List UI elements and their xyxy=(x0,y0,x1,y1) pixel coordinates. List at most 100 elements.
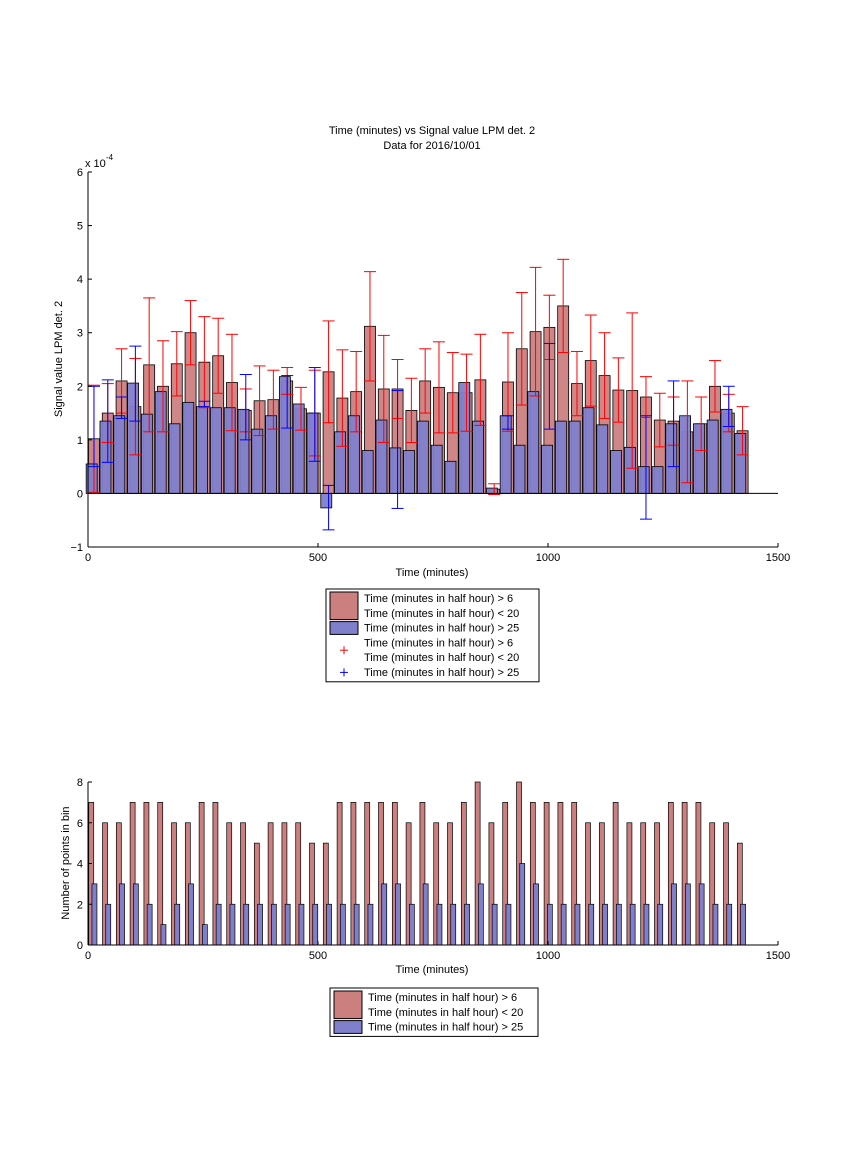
bar-blue xyxy=(140,413,153,494)
error-bar-blue xyxy=(101,379,114,463)
error-bar-red xyxy=(474,333,487,426)
legend-swatch xyxy=(329,621,359,635)
legend-label-line: Time (minutes in half hour) > 25 xyxy=(364,623,519,635)
legend-box xyxy=(329,987,539,1037)
legend-swatch xyxy=(333,990,363,1020)
bar-blue xyxy=(505,903,512,946)
bar-blue xyxy=(251,428,264,494)
legend-entry: Time (minutes in half hour) > 25 xyxy=(329,621,519,635)
bar-blue xyxy=(312,903,319,946)
error-bar-red xyxy=(377,334,390,444)
bar-blue xyxy=(367,903,374,946)
bar-blue xyxy=(257,903,263,946)
legend-label: Time (minutes in half hour) > 6 Time (min… xyxy=(364,637,519,664)
bar-blue xyxy=(726,903,733,946)
error-bar-red xyxy=(529,266,542,397)
error-bar-blue xyxy=(239,374,252,441)
bar-blue xyxy=(602,903,608,946)
error-bar-blue xyxy=(115,396,128,419)
error-bar-red xyxy=(736,406,749,456)
legend-label-line: Time (minutes in half hour) > 6 xyxy=(368,992,517,1004)
bar-blue xyxy=(408,903,415,946)
error-bar-blue xyxy=(543,342,556,430)
error-bar-red xyxy=(557,258,570,354)
y-tick-label: 8 xyxy=(77,777,83,789)
bar-blue xyxy=(347,415,360,494)
error-bar-blue xyxy=(501,415,514,430)
bar-blue xyxy=(243,903,250,946)
y-tick-label: 0 xyxy=(77,940,83,952)
error-bar-red xyxy=(184,300,197,366)
legend-swatch xyxy=(333,1020,363,1034)
bar-blue xyxy=(568,420,581,494)
legend-label-line: Time (minutes in half hour) > 25 xyxy=(368,1022,523,1034)
x-tick-label: 500 xyxy=(309,950,327,962)
error-bar-red xyxy=(322,320,335,424)
error-bar-red xyxy=(225,333,238,432)
error-bar-red xyxy=(584,314,597,407)
bar-blue xyxy=(574,903,581,946)
legend: Time (minutes in half hour) > 6 Time (min… xyxy=(325,588,540,683)
bar-blue xyxy=(450,903,457,946)
error-bar-red xyxy=(501,332,514,432)
x-tick-label: 1000 xyxy=(536,552,560,564)
bar-blue xyxy=(684,883,691,946)
error-bar-red xyxy=(460,353,473,432)
bars xyxy=(85,305,749,509)
error-bar-red xyxy=(336,349,349,447)
bar-blue xyxy=(679,415,691,494)
error-bar-red xyxy=(156,340,169,433)
bar-blue xyxy=(541,444,553,494)
bar-blue xyxy=(734,433,747,494)
x-tick-label: 1500 xyxy=(766,552,790,564)
bar-blue xyxy=(588,903,595,946)
error-bar-red xyxy=(626,312,639,469)
bar-blue xyxy=(105,903,112,946)
bar-blue xyxy=(698,883,705,946)
bar-blue xyxy=(113,415,126,494)
legend-label: Time (minutes in half hour) > 6 Time (min… xyxy=(368,992,523,1019)
bar-blue xyxy=(265,415,277,494)
bar-blue xyxy=(499,415,512,494)
bar-red xyxy=(198,802,205,946)
bar-blue xyxy=(353,903,360,946)
error-bar-red xyxy=(446,352,459,434)
bar-blue xyxy=(637,466,650,494)
bar-blue xyxy=(223,407,236,494)
legend-label-line: Time (minutes in half hour) > 6 xyxy=(364,637,513,649)
x-axis-label: Time (minutes) xyxy=(396,964,469,976)
bar-blue xyxy=(596,424,609,494)
y-tick-label: −1 xyxy=(70,542,83,554)
bar-blue xyxy=(196,406,208,494)
error-bar-red xyxy=(488,483,501,495)
bar-blue xyxy=(361,450,374,494)
chart-title: Time (minutes) vs Signal value LPM det. … xyxy=(329,125,535,137)
bar-blue xyxy=(326,903,332,946)
legend-entry: Time (minutes in half hour) > 6 Time (min… xyxy=(329,591,519,621)
bar-blue xyxy=(458,382,471,494)
bar-blue xyxy=(671,883,677,946)
error-bar-red xyxy=(267,369,280,430)
legend-label: Time (minutes in half hour) > 25 xyxy=(364,623,519,635)
bar-blue xyxy=(154,391,167,494)
bar-blue xyxy=(527,391,540,494)
bar-blue xyxy=(706,419,719,494)
bar-blue xyxy=(306,412,319,494)
bar-blue xyxy=(389,447,402,494)
legend-label-line: Time (minutes in half hour) < 20 xyxy=(368,1007,523,1019)
legend-entry: Time (minutes in half hour) > 6 Time (min… xyxy=(333,990,523,1020)
bars xyxy=(88,781,746,946)
error-bar-blue xyxy=(391,390,404,509)
bar-blue xyxy=(430,444,443,494)
bar-blue xyxy=(146,903,153,946)
y-tick-label: 3 xyxy=(77,328,83,340)
bar-blue xyxy=(533,883,539,946)
bar-blue xyxy=(99,420,112,494)
bar-blue xyxy=(464,903,470,946)
bar-blue xyxy=(298,903,305,946)
error-bar-red xyxy=(432,341,445,434)
error-bar-red xyxy=(363,271,376,382)
bar-blue xyxy=(485,487,498,494)
bar-blue xyxy=(740,903,746,946)
